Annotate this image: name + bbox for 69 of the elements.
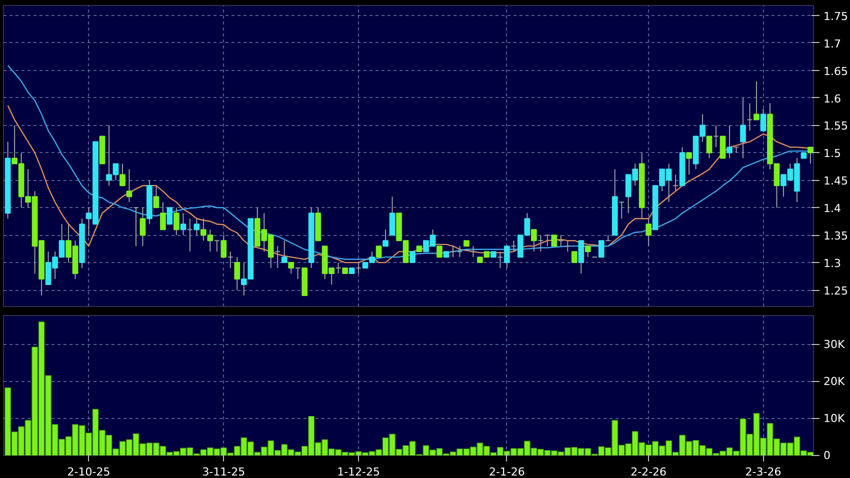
candlestick bbox=[410, 251, 416, 264]
candlestick bbox=[335, 262, 342, 274]
candlestick bbox=[174, 207, 180, 236]
candlestick bbox=[160, 202, 166, 230]
y-tick-label: 1.25 bbox=[824, 284, 848, 298]
candlestick bbox=[450, 246, 456, 258]
y-tick-label: 1.4 bbox=[824, 202, 841, 216]
candlestick bbox=[760, 108, 766, 132]
y-tick-label: 20K bbox=[824, 374, 846, 388]
y-tick-label: 1.5 bbox=[824, 147, 841, 160]
y-tick-label: 1.35 bbox=[824, 230, 848, 243]
candlestick bbox=[746, 102, 753, 132]
candlestick bbox=[281, 240, 288, 264]
candlestick bbox=[382, 229, 388, 247]
candlestick bbox=[133, 207, 139, 247]
candlestick bbox=[389, 196, 396, 236]
y-tick-label: 30K bbox=[824, 338, 846, 351]
candlestick bbox=[618, 202, 625, 220]
x-tick-label: 2-1-26 bbox=[488, 466, 525, 478]
candlestick bbox=[808, 146, 814, 164]
y-tick-label: 1.7 bbox=[824, 37, 841, 50]
candlestick bbox=[584, 246, 591, 258]
candlestick bbox=[376, 246, 382, 258]
y-tick-label: 1.75 bbox=[824, 10, 848, 23]
candlestick bbox=[564, 240, 571, 252]
candlestick bbox=[605, 234, 612, 242]
x-tick-label: 2-10-25 bbox=[67, 466, 110, 478]
candlestick bbox=[578, 240, 584, 274]
candlestick bbox=[140, 207, 146, 247]
candlestick bbox=[456, 246, 463, 258]
candlestick bbox=[558, 234, 564, 247]
candlestick bbox=[227, 251, 234, 269]
candlestick bbox=[166, 207, 173, 225]
candlestick bbox=[720, 136, 726, 159]
y-tick-label: 0 bbox=[824, 449, 830, 462]
candlestick bbox=[571, 251, 578, 264]
candlestick bbox=[538, 234, 544, 252]
y-tick-label: 1.3 bbox=[824, 257, 841, 270]
y-tick-label: 10K bbox=[824, 412, 846, 425]
candlestick bbox=[120, 163, 126, 186]
candlestick bbox=[733, 146, 740, 154]
candlestick bbox=[740, 97, 746, 159]
candlestick bbox=[598, 240, 604, 258]
candlestick bbox=[551, 234, 558, 247]
y-tick-label: 1.45 bbox=[824, 174, 848, 188]
candlestick bbox=[356, 262, 362, 274]
candlestick bbox=[646, 218, 652, 247]
candlestick bbox=[510, 240, 517, 252]
candlestick bbox=[214, 240, 220, 252]
y-tick-label: 1.6 bbox=[824, 92, 841, 106]
x-tick-label: 3-11-25 bbox=[202, 466, 246, 478]
x-tick-label: 1-12-25 bbox=[337, 466, 380, 478]
candlestick bbox=[544, 234, 550, 247]
candlestick bbox=[497, 251, 504, 269]
candlestick bbox=[470, 246, 476, 258]
candlestick bbox=[234, 256, 240, 291]
candlestick bbox=[713, 124, 719, 148]
x-tick-label: 2-2-26 bbox=[630, 466, 667, 478]
candlestick bbox=[672, 174, 678, 192]
candlestick bbox=[436, 246, 442, 258]
candlestick bbox=[187, 218, 193, 252]
y-tick-label: 1.55 bbox=[824, 120, 848, 133]
candlestick bbox=[294, 268, 301, 280]
candlestick bbox=[274, 246, 281, 269]
candlestick bbox=[153, 185, 160, 208]
candlestick bbox=[686, 152, 692, 176]
x-tick-label: 2-3-26 bbox=[745, 466, 782, 478]
y-tick-label: 1.65 bbox=[824, 64, 848, 78]
candlestick bbox=[126, 168, 132, 203]
